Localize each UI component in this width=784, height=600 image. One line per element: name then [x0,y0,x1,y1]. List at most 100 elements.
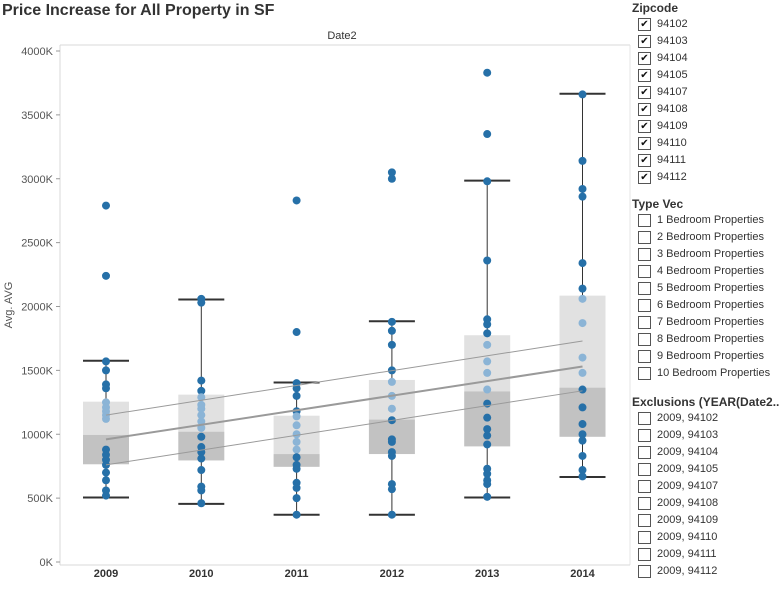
data-point [483,329,492,338]
y-tick-label: 0K [40,557,54,569]
zipcode-checkbox[interactable]: ✔ [638,137,651,150]
exclusion-checkbox[interactable] [638,497,651,510]
zipcode-item[interactable]: ✔ 94110 [632,135,784,152]
exclusion-item[interactable]: 2009, 94103 [632,427,784,444]
data-point [387,437,396,446]
data-point [292,445,301,454]
data-point [483,320,492,329]
data-point [292,412,301,421]
zipcode-checkbox[interactable]: ✔ [638,154,651,167]
zipcode-item[interactable]: ✔ 94102 [632,16,784,33]
type-vec-checkbox[interactable] [638,231,651,244]
column-header: Date2 [327,30,356,42]
type-vec-checkbox[interactable] [638,350,651,363]
exclusion-item[interactable]: 2009, 94102 [632,410,784,427]
zipcode-checkbox[interactable]: ✔ [638,86,651,99]
zipcode-item[interactable]: ✔ 94109 [632,118,784,135]
type-vec-checkbox[interactable] [638,367,651,380]
data-point [578,466,587,475]
zipcode-filter: Zipcode ✔ 94102 ✔ 94103 ✔ 94104 ✔ 94105 ✔ 94107 ✔ 9… [632,0,784,188]
exclusions-filter: Exclusions (YEAR(Date2.. 2009, 94102 2009… [632,394,784,600]
exclusion-item[interactable]: 2009, 94104 [632,444,784,461]
data-point [102,476,110,485]
exclusion-item[interactable]: 2009, 94111 [632,546,784,563]
type-vec-checkbox[interactable] [638,316,651,329]
y-tick-label: 4000K [21,46,53,58]
exclusion-checkbox[interactable] [638,412,651,425]
zipcode-checkbox[interactable]: ✔ [638,35,651,48]
data-point [578,403,587,412]
zipcode-item[interactable]: ✔ 94104 [632,50,784,67]
data-point [387,510,396,519]
zipcode-label: 94103 [657,35,688,47]
exclusion-item[interactable]: 2009, 94112 [632,563,784,580]
exclusion-item[interactable]: 2009, 94105 [632,461,784,478]
type-vec-checkbox[interactable] [638,282,651,295]
zipcode-checkbox[interactable]: ✔ [638,18,651,31]
zipcode-item[interactable]: ✔ 94111 [632,152,784,169]
exclusion-checkbox[interactable] [638,565,651,578]
type-vec-checkbox[interactable] [638,333,651,346]
box-2013 [464,179,511,499]
type-vec-item[interactable]: 2 Bedroom Properties [632,229,784,246]
exclusion-checkbox[interactable] [638,446,651,459]
data-point [197,417,206,426]
type-vec-item[interactable]: 7 Bedroom Properties [632,314,784,331]
exclusion-checkbox[interactable] [638,514,651,527]
y-tick-label: 1500K [21,365,53,377]
data-point [197,298,206,307]
exclusion-item[interactable]: 2009, 94108 [632,495,784,512]
y-tick-label: 3500K [21,110,53,122]
data-point [102,384,110,393]
type-vec-item[interactable]: 4 Bedroom Properties [632,263,784,280]
x-tick-label: 2011 [285,568,309,580]
zipcode-item[interactable]: ✔ 94112 [632,169,784,186]
exclusion-checkbox[interactable] [638,429,651,442]
type-vec-checkbox[interactable] [638,299,651,312]
data-point [483,368,492,377]
data-point [578,319,587,328]
exclusion-item[interactable]: 2009, 94109 [632,512,784,529]
exclusion-checkbox[interactable] [638,548,651,561]
data-point [387,485,396,494]
data-point [578,90,587,99]
zipcode-checkbox[interactable]: ✔ [638,52,651,65]
type-vec-label: 8 Bedroom Properties [657,333,764,345]
zipcode-item[interactable]: ✔ 94107 [632,84,784,101]
trend-line-trend [105,365,583,441]
data-point [578,436,587,445]
data-point [387,340,396,349]
type-vec-item[interactable]: 9 Bedroom Properties [632,348,784,365]
data-point [578,192,587,201]
x-tick-label: 2009 [94,568,118,580]
zipcode-checkbox[interactable]: ✔ [638,69,651,82]
type-vec-checkbox[interactable] [638,265,651,278]
data-point [483,130,492,139]
zipcode-item[interactable]: ✔ 94108 [632,101,784,118]
zipcode-item[interactable]: ✔ 94105 [632,67,784,84]
data-point [578,294,587,303]
type-vec-item[interactable]: 3 Bedroom Properties [632,246,784,263]
zipcode-checkbox[interactable]: ✔ [638,171,651,184]
zipcode-checkbox[interactable]: ✔ [638,103,651,116]
exclusion-item[interactable]: 2009, 94110 [632,529,784,546]
type-vec-item[interactable]: 6 Bedroom Properties [632,297,784,314]
type-vec-checkbox[interactable] [638,248,651,261]
y-tick-label: 500K [27,493,53,505]
zipcode-label: 94109 [657,120,688,132]
exclusion-checkbox[interactable] [638,463,651,476]
exclusion-checkbox[interactable] [638,480,651,493]
zipcode-checkbox[interactable]: ✔ [638,120,651,133]
zipcode-item[interactable]: ✔ 94103 [632,33,784,50]
type-vec-item[interactable]: 8 Bedroom Properties [632,331,784,348]
exclusion-item[interactable]: 2009, 94107 [632,478,784,495]
type-vec-item[interactable]: 1 Bedroom Properties [632,212,784,229]
data-point [483,440,492,449]
type-vec-item[interactable]: 5 Bedroom Properties [632,280,784,297]
exclusion-checkbox[interactable] [638,531,651,544]
exclusions-filter-title: Exclusions (YEAR(Date2.. [632,395,780,409]
zipcode-label: 94112 [657,171,687,183]
type-vec-checkbox[interactable] [638,214,651,227]
type-vec-item[interactable]: 10 Bedroom Properties [632,365,784,382]
box-plot-chart: Date2 Avg. AVG 0K 500K 1000K 1500K 2000K 2500… [3,30,631,580]
